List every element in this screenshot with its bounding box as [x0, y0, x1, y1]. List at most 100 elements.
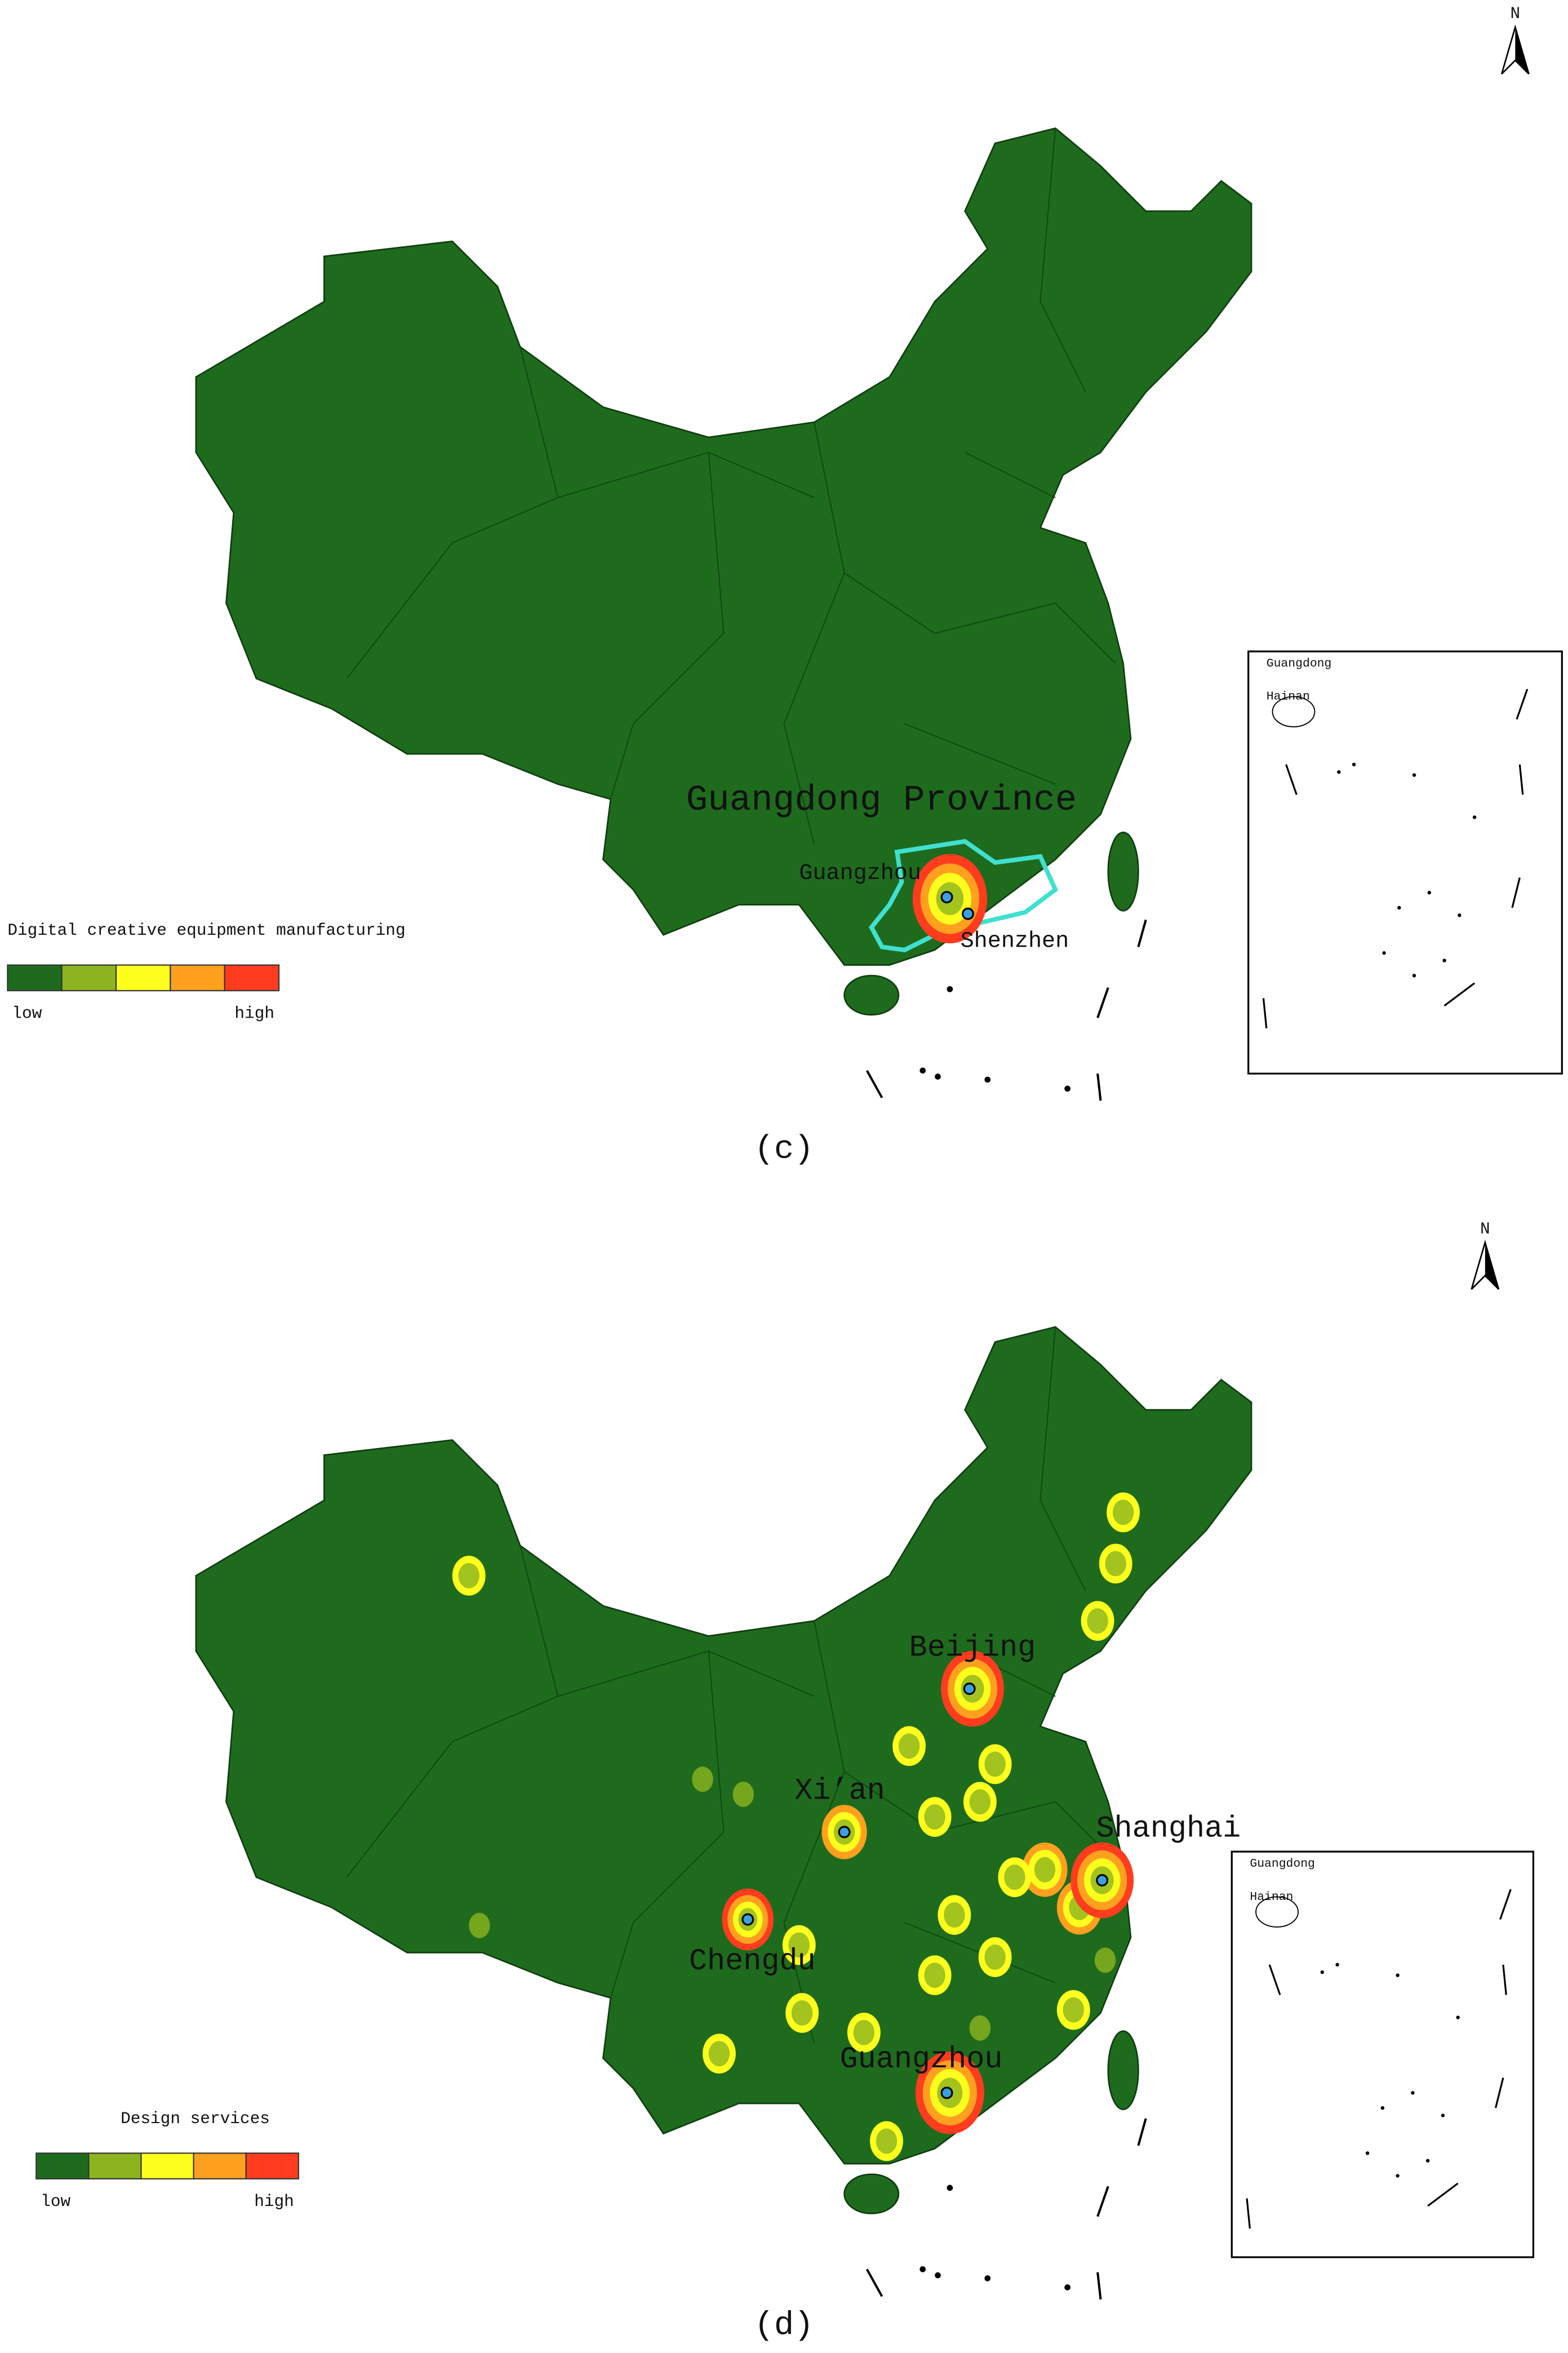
legend-title: Design services	[121, 2109, 270, 2128]
city-marker	[940, 2086, 953, 2099]
province-border	[1040, 128, 1086, 393]
hotspot	[708, 2041, 730, 2067]
inset-island-dot	[1458, 913, 1462, 917]
hotspot	[469, 1912, 490, 1938]
legend-high: high	[254, 2192, 294, 2211]
province-border	[610, 1651, 725, 1999]
sea-boundary	[1137, 2118, 1147, 2146]
city-marker	[1096, 1874, 1109, 1886]
city-label: Chengdu	[689, 1944, 816, 1979]
inset-island-dot	[1412, 773, 1416, 777]
inset-island-dot	[1412, 974, 1416, 978]
inset-label: Guangdong	[1250, 1857, 1315, 1871]
inset-boundary	[1511, 877, 1521, 908]
region-label: Guangdong Province	[686, 780, 1077, 821]
sea-boundary	[1096, 2186, 1109, 2217]
hotspot	[1094, 1947, 1116, 1973]
hainan-island	[843, 2173, 900, 2214]
island-dot	[920, 1067, 926, 1074]
hotspot	[1063, 1997, 1085, 2023]
hainan-island	[843, 975, 900, 1016]
map	[195, 1326, 1252, 2300]
sea-boundary	[1096, 2272, 1102, 2300]
sea-boundary	[1096, 987, 1109, 1019]
inset-island-dot	[1396, 1973, 1400, 1977]
island-dot	[920, 2266, 926, 2272]
city-label: Shenzhen	[961, 929, 1069, 954]
legend-swatch	[140, 2152, 194, 2179]
inset-boundary	[1246, 2198, 1251, 2229]
legend-title: Digital creative equipment manufacturing	[7, 921, 405, 940]
island-dot	[935, 2272, 941, 2279]
inset-boundary	[1262, 998, 1268, 1029]
legend-swatch	[170, 964, 225, 992]
legend-low: low	[41, 2192, 70, 2211]
north-label: N	[1480, 1219, 1490, 1238]
hotspot	[1105, 1551, 1126, 1577]
inset-island-dot	[1441, 2114, 1445, 2117]
hotspot	[924, 1804, 945, 1830]
legend-high: high	[234, 1004, 274, 1023]
legend-swatch	[224, 964, 280, 992]
province-border	[934, 1801, 1116, 1863]
sea-boundary	[865, 1070, 883, 1099]
inset-island-dot	[1411, 2091, 1415, 2095]
hotspot	[732, 1781, 754, 1807]
province-border	[965, 451, 1056, 499]
caption: (d)	[754, 2306, 814, 2344]
inset-island-dot	[1320, 1970, 1325, 1974]
legend-swatch	[193, 2152, 247, 2179]
province-border	[1040, 1326, 1086, 1591]
city-marker	[940, 891, 953, 904]
inset-island-dot	[1380, 2106, 1385, 2110]
inset-island	[1272, 696, 1316, 727]
hotspot	[791, 2000, 813, 2026]
taiwan-island	[1107, 2030, 1139, 2111]
hotspot	[1004, 1864, 1025, 1890]
inset-boundary	[1494, 2077, 1504, 2108]
hotspot	[876, 2128, 898, 2154]
inset-boundary	[1443, 982, 1476, 1007]
legend-swatch	[35, 2152, 90, 2179]
hotspot	[984, 1944, 1006, 1970]
province-border	[346, 347, 559, 679]
legend-swatch	[88, 2152, 142, 2179]
province-border	[904, 723, 1056, 785]
hotspot	[944, 1902, 965, 1928]
hotspot	[1034, 1857, 1056, 1883]
map	[195, 127, 1252, 1101]
island-dot	[947, 2185, 953, 2191]
country-shape	[195, 127, 1252, 966]
city-label: Xi’an	[794, 1774, 885, 1809]
inset-island-dot	[1396, 2174, 1400, 2178]
inset-island-dot	[1425, 2159, 1430, 2163]
island-dot	[947, 986, 953, 992]
city-marker	[741, 1913, 754, 1926]
inset-boundary	[1285, 764, 1298, 795]
inset-island-dot	[1442, 958, 1446, 962]
sea-boundary	[1096, 1073, 1102, 1101]
hotspot	[458, 1562, 479, 1588]
inset-island-dot	[1337, 770, 1341, 774]
hotspot	[1087, 1608, 1108, 1634]
hotspot	[692, 1766, 713, 1792]
island-dot	[984, 1076, 991, 1083]
hotspot	[898, 1733, 920, 1759]
city-marker	[961, 907, 974, 920]
taiwan-island	[1107, 831, 1139, 912]
city-label: Guangzhou	[840, 2043, 1003, 2077]
city-marker	[963, 1682, 976, 1695]
inset-boundary	[1499, 1889, 1512, 1920]
inset-boundary	[1427, 2182, 1459, 2207]
north-label: N	[1511, 4, 1521, 23]
north-arrow-half	[1485, 1242, 1499, 1290]
hotspot	[969, 2015, 991, 2041]
city-label: Beijing	[909, 1631, 1036, 1665]
inset-island-dot	[1365, 2151, 1370, 2155]
inset-island-dot	[1427, 891, 1432, 895]
city-marker	[838, 1826, 851, 1839]
inset-island-dot	[1397, 905, 1401, 910]
caption: (c)	[754, 1130, 814, 1168]
province-border	[610, 452, 725, 800]
